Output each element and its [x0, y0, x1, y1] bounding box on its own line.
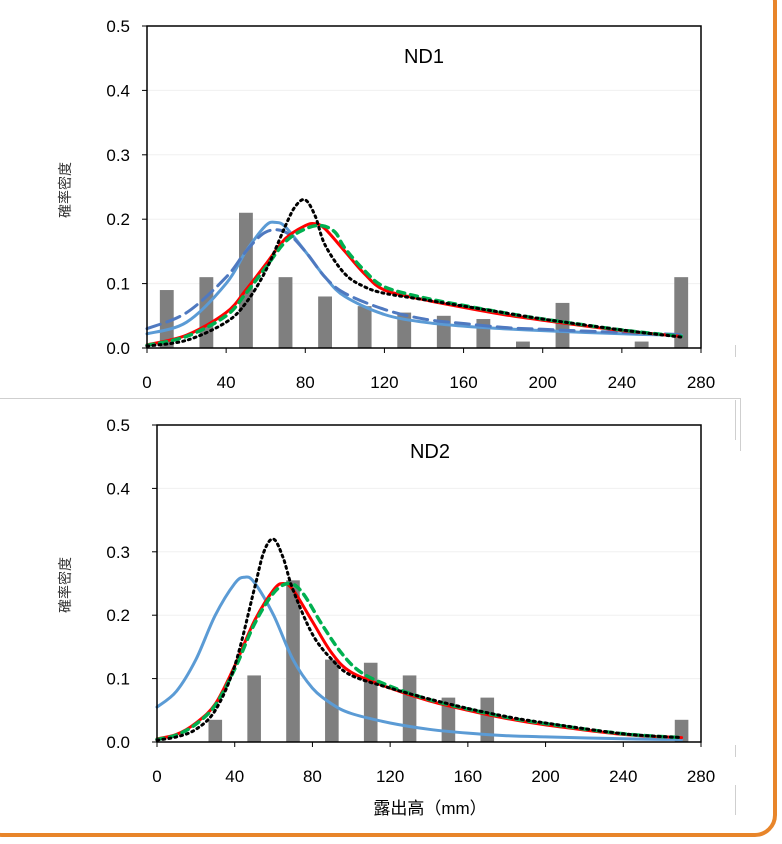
histogram-bar [397, 312, 412, 348]
y-axis-label: 確率密度 [57, 557, 73, 613]
histogram-bar [357, 306, 372, 348]
separator-tick-low [735, 785, 736, 815]
x-tick-label: 120 [376, 767, 404, 786]
series-line-green [145, 223, 683, 348]
x-tick-label: 0 [142, 373, 151, 392]
histogram-bar [674, 277, 689, 348]
histogram-bar [239, 212, 253, 348]
chart-nd2: ND2 確率密度 露出高（mm） 0 40 80 120 160 200 240 280 0.0… [57, 416, 715, 818]
histogram-bar [555, 302, 570, 348]
series-line-solid-blue [155, 575, 684, 741]
y-tick-label: 0.1 [106, 275, 130, 294]
x-tick-label: 0 [152, 767, 161, 786]
x-tick-label: 240 [608, 373, 636, 392]
histogram-bar [476, 319, 491, 348]
x-tick-label: 160 [449, 373, 477, 392]
histogram-bar [480, 697, 495, 742]
separator-tick-mid [735, 400, 736, 440]
histogram-bar [159, 290, 174, 348]
y-tick-label: 0.4 [106, 81, 130, 100]
panel-separator [0, 398, 741, 451]
x-axis-label: 露出高（mm） [373, 799, 486, 818]
y-tick-label: 0.3 [106, 146, 130, 165]
series-line-dotted-black [145, 198, 683, 348]
separator-tick-top [735, 345, 736, 357]
y-tick-label: 0.5 [106, 416, 130, 435]
y-tick-label: 0.1 [106, 670, 130, 689]
x-tick-label: 80 [303, 767, 322, 786]
series-line-red [145, 221, 683, 347]
y-tick-label: 0.0 [106, 733, 130, 752]
x-tick-label: 120 [370, 373, 398, 392]
y-axis-label: 確率密度 [57, 162, 73, 218]
y-tick-label: 0.2 [106, 606, 130, 625]
x-tick-label: 280 [687, 373, 715, 392]
plot-area-border [146, 25, 702, 349]
x-tick-label: 160 [454, 767, 482, 786]
histogram-bar [325, 659, 339, 742]
x-tick-label: 80 [296, 373, 315, 392]
y-tick-label: 0.0 [106, 339, 130, 358]
histogram-bar [634, 341, 649, 348]
y-tick-label: 0.4 [106, 479, 130, 498]
series-line-dashed-blue [145, 228, 683, 336]
chart-nd1: ND1 確率密度 0 40 80 120 160 200 240 280 0.0 0.1 0.2 0.… [57, 17, 715, 392]
x-tick-label: 40 [225, 767, 244, 786]
series-line-dotted-black [155, 537, 684, 742]
histogram-bar [208, 719, 223, 742]
x-tick-label: 280 [687, 767, 715, 786]
x-tick-label: 200 [529, 373, 557, 392]
x-tick-label: 200 [531, 767, 559, 786]
y-tick-label: 0.5 [106, 17, 130, 36]
histogram-bar [402, 675, 417, 742]
chart-title: ND2 [410, 441, 450, 463]
histogram-bar [247, 675, 261, 742]
x-tick-label: 240 [609, 767, 637, 786]
y-tick-label: 0.3 [106, 543, 130, 562]
histogram-bar [278, 277, 293, 348]
separator-tick-bottom [735, 745, 736, 757]
chart-title: ND1 [404, 46, 444, 68]
histogram-bar [318, 296, 332, 348]
histogram-bar [516, 341, 530, 348]
plot-area-border [156, 424, 702, 743]
x-tick-label: 40 [217, 373, 236, 392]
histogram-bar [199, 277, 214, 348]
y-tick-label: 0.2 [106, 210, 130, 229]
